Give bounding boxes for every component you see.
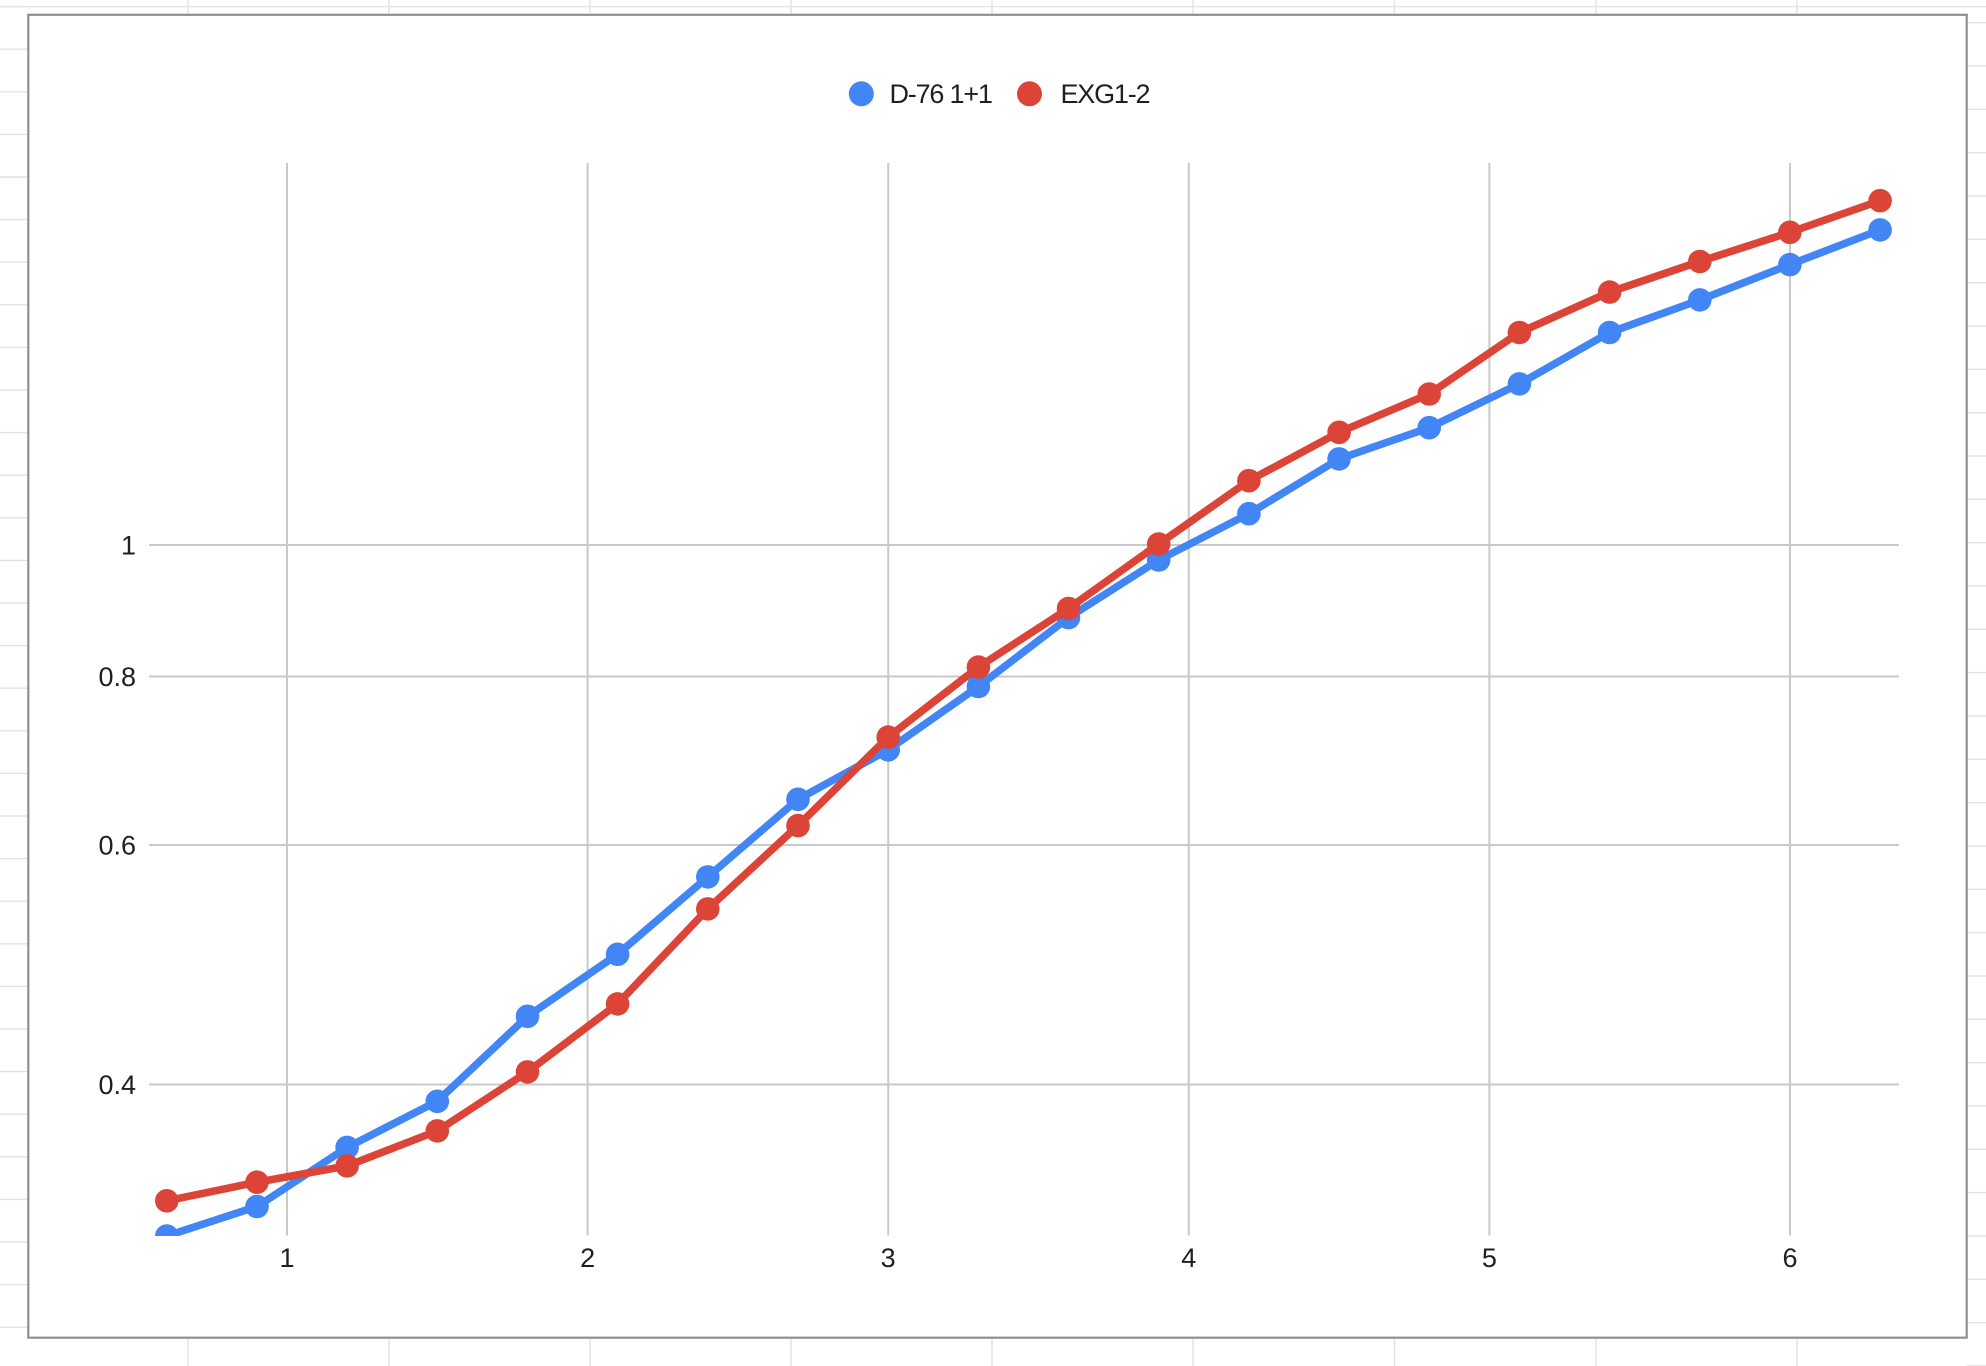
svg-text:5: 5: [1482, 1243, 1497, 1273]
svg-text:4: 4: [1181, 1243, 1196, 1273]
svg-text:1: 1: [121, 530, 136, 560]
svg-text:6: 6: [1782, 1243, 1797, 1273]
svg-text:EXG1-2: EXG1-2: [1061, 79, 1150, 109]
svg-text:0.6: 0.6: [98, 830, 136, 860]
svg-text:D-76 1+1: D-76 1+1: [890, 79, 992, 109]
svg-text:1: 1: [279, 1243, 294, 1273]
svg-text:0.8: 0.8: [98, 662, 136, 692]
svg-text:0.4: 0.4: [98, 1070, 136, 1100]
svg-text:2: 2: [580, 1243, 595, 1273]
svg-text:3: 3: [881, 1243, 896, 1273]
